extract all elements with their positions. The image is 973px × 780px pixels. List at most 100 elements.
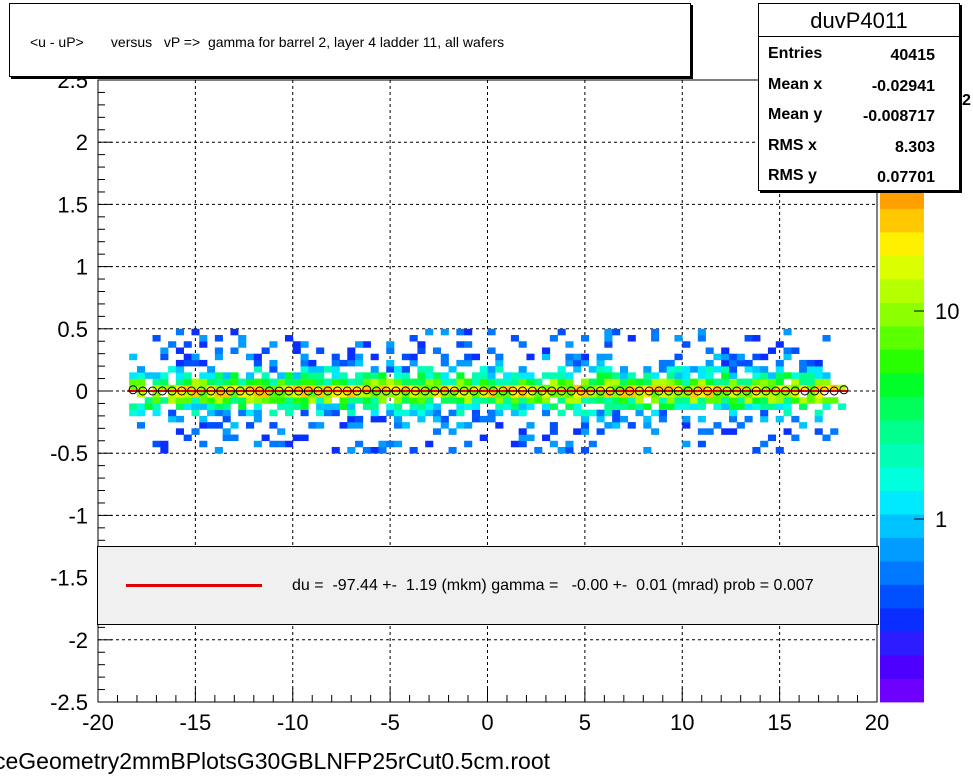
heatmap-cell xyxy=(222,378,231,386)
heatmap-cell xyxy=(160,372,169,379)
profile-point xyxy=(498,386,508,396)
stats-row-rms-y: RMS y 0.07701 xyxy=(759,159,959,190)
profile-point xyxy=(449,386,459,396)
heatmap-cell xyxy=(791,415,800,423)
heatmap-cell xyxy=(542,372,551,379)
heatmap-cell xyxy=(355,341,364,348)
heatmap-cell xyxy=(191,353,200,361)
heatmap-cell xyxy=(588,409,597,417)
heatmap-cell xyxy=(432,415,442,423)
heatmap-cell xyxy=(752,335,761,342)
heatmap-cell xyxy=(682,372,691,379)
heatmap-cell xyxy=(534,397,543,404)
heatmap-cell xyxy=(518,384,527,392)
stats-value: 0.07701 xyxy=(877,169,935,186)
heatmap-cell xyxy=(682,422,691,429)
heatmap-cell xyxy=(370,366,379,373)
heatmap-cell xyxy=(129,353,138,361)
heatmap-cell xyxy=(596,359,605,367)
x-tick-label: -10 xyxy=(277,710,309,735)
heatmap-cell xyxy=(713,403,722,410)
heatmap-cell xyxy=(542,384,551,392)
profile-point xyxy=(196,386,206,396)
heatmap-cell xyxy=(355,384,364,392)
heatmap-cell xyxy=(464,403,473,410)
heatmap-cell xyxy=(744,378,753,386)
y-tick-label: 1.5 xyxy=(57,192,88,217)
heatmap-cell xyxy=(588,440,597,448)
heatmap-cell xyxy=(487,397,496,404)
profile-point xyxy=(644,386,654,396)
palette-swatch xyxy=(880,326,924,350)
heatmap-cell xyxy=(214,347,223,354)
heatmap-cell xyxy=(144,403,153,410)
palette-swatch xyxy=(880,279,924,303)
heatmap-cell xyxy=(222,403,231,410)
heatmap-cell xyxy=(728,397,738,404)
heatmap-cell xyxy=(409,335,418,342)
heatmap-cell xyxy=(394,372,403,379)
heatmap-cell xyxy=(464,341,473,348)
heatmap-cell xyxy=(752,403,761,410)
heatmap-cell xyxy=(674,372,683,379)
heatmap-cell xyxy=(199,422,208,429)
heatmap-cell xyxy=(238,335,247,342)
heatmap-cell xyxy=(690,378,699,386)
heatmap-cell xyxy=(526,372,535,379)
heatmap-cell xyxy=(619,397,629,404)
profile-point xyxy=(401,386,411,396)
profile-point xyxy=(255,386,265,396)
heatmap-cell xyxy=(191,391,200,398)
heatmap-cell xyxy=(791,391,800,398)
profile-point xyxy=(722,386,732,396)
heatmap-cell xyxy=(518,366,527,373)
heatmap-cell xyxy=(643,422,652,429)
heatmap-cell xyxy=(230,391,239,398)
heatmap-cell xyxy=(479,434,488,442)
heatmap-cell xyxy=(596,391,605,398)
heatmap-cell xyxy=(752,353,761,361)
heatmap-cell xyxy=(191,384,200,392)
profile-point xyxy=(138,386,148,396)
heatmap-cell xyxy=(230,397,239,404)
heatmap-cell xyxy=(690,366,699,373)
heatmap-cell xyxy=(806,366,815,373)
heatmap-cell xyxy=(207,397,216,404)
heatmap-cell xyxy=(370,384,379,392)
heatmap-cell xyxy=(316,422,325,429)
heatmap-cell xyxy=(456,341,465,348)
heatmap-cell xyxy=(370,446,379,454)
heatmap-cell xyxy=(588,397,597,404)
heatmap-cell xyxy=(448,378,457,386)
heatmap-cell xyxy=(464,378,473,386)
heatmap-cell xyxy=(292,341,301,348)
heatmap-cell xyxy=(471,378,481,386)
heatmap-cell xyxy=(783,384,792,392)
heatmap-cell xyxy=(339,384,348,392)
profile-point xyxy=(303,386,313,396)
heatmap-cell xyxy=(284,397,294,404)
heatmap-cell xyxy=(651,328,660,336)
heatmap-cell xyxy=(596,366,605,373)
heatmap-cell xyxy=(565,403,574,410)
profile-point xyxy=(420,386,430,396)
heatmap-cell xyxy=(308,422,317,429)
heatmap-cell xyxy=(814,409,823,417)
heatmap-cell xyxy=(760,384,769,392)
heatmap-cell xyxy=(238,384,247,392)
heatmap-cell xyxy=(604,409,613,417)
profile-point xyxy=(683,386,693,396)
heatmap-cell xyxy=(518,372,527,379)
heatmap-cell xyxy=(464,353,473,361)
heatmap-cell xyxy=(713,391,722,398)
heatmap-cell xyxy=(214,422,223,429)
heatmap-cell xyxy=(580,422,590,429)
heatmap-cell xyxy=(370,372,379,379)
heatmap-cell xyxy=(308,397,317,404)
heatmap-cell xyxy=(175,372,184,379)
heatmap-cell xyxy=(269,422,278,429)
heatmap-cell xyxy=(331,366,340,373)
heatmap-cell xyxy=(697,328,706,336)
heatmap-cell xyxy=(596,428,605,435)
heatmap-cell xyxy=(401,366,410,373)
